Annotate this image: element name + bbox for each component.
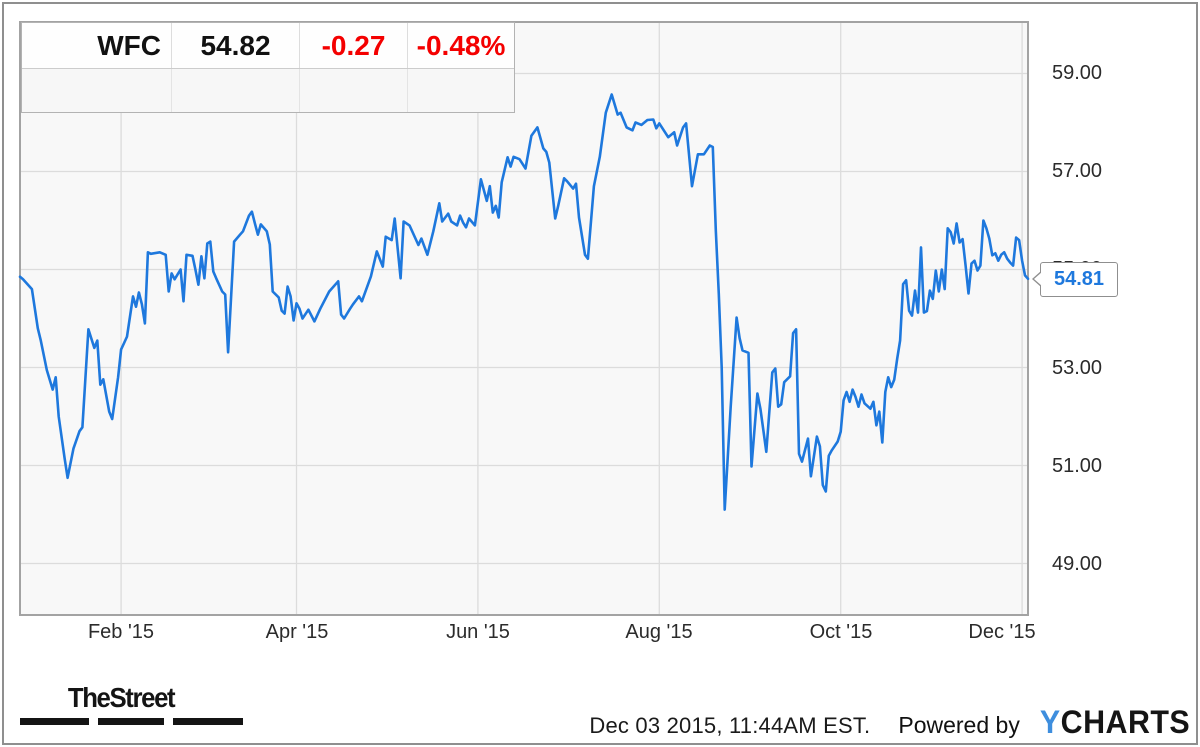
x-axis-tick-label: Dec '15 xyxy=(968,621,1036,643)
quote-row-empty xyxy=(22,68,514,112)
quote-row: WFC 54.82 -0.27 -0.48% xyxy=(22,23,514,68)
thestreet-logo-bars xyxy=(20,718,250,725)
y-axis-tick-label: 53.00 xyxy=(1052,357,1103,379)
x-axis-tick-label: Feb '15 xyxy=(87,621,155,643)
thestreet-logo-text: TheStreet xyxy=(67,682,176,713)
y-axis-tick-label: 57.00 xyxy=(1052,160,1103,182)
price-chart-svg xyxy=(18,21,1030,616)
x-axis-tick-label: Apr '15 xyxy=(265,621,329,643)
powered-by-label: Powered by xyxy=(898,712,1020,738)
thestreet-logo: TheStreet xyxy=(20,682,250,725)
timestamp: Dec 03 2015, 11:44AM EST. xyxy=(589,713,871,738)
footer-attribution: Dec 03 2015, 11:44AM EST. Powered by YCH… xyxy=(589,704,1190,741)
footer: TheStreet Dec 03 2015, 11:44AM EST. Powe… xyxy=(0,660,1200,747)
price-change: -0.27 xyxy=(300,23,408,68)
last-price-callout: 54.81 xyxy=(1032,262,1118,297)
ticker-symbol: WFC xyxy=(22,23,172,68)
ycharts-logo-y: Y xyxy=(1039,704,1061,740)
x-axis-tick-label: Jun '15 xyxy=(446,621,510,643)
x-axis-tick-label: Aug '15 xyxy=(625,621,693,643)
price-change-percent: -0.48% xyxy=(416,30,506,61)
y-axis-tick-label: 49.00 xyxy=(1052,553,1103,575)
quote-strip: WFC 54.82 -0.27 -0.48% xyxy=(21,22,515,113)
y-axis-tick-label: 51.00 xyxy=(1052,455,1103,477)
ycharts-logo-charts: CHARTS xyxy=(1060,704,1190,740)
ycharts-logo: YCHARTS xyxy=(1040,704,1190,741)
last-price: 54.82 xyxy=(172,23,300,68)
y-axis-tick-label: 59.00 xyxy=(1052,62,1103,84)
x-axis-tick-label: Oct '15 xyxy=(809,621,873,643)
